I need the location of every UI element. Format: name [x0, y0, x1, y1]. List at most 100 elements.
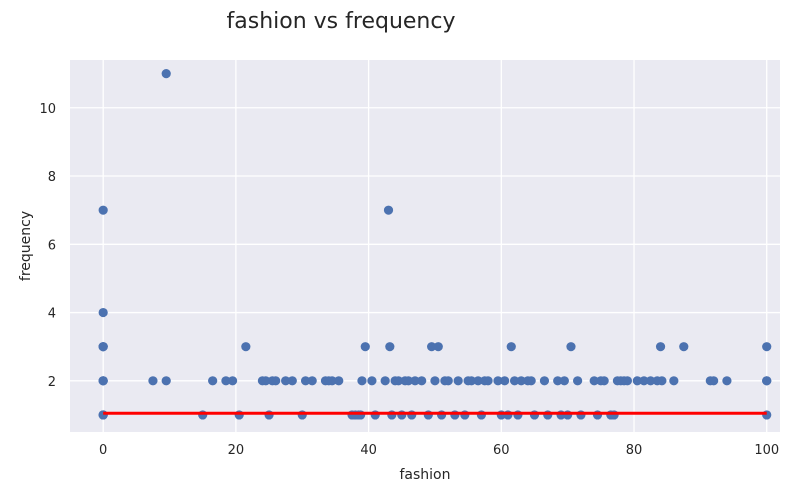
tick-labels: 0 20 40 60 80 100 2 4 6 8 10 — [39, 102, 779, 458]
x-axis-label: fashion — [399, 467, 450, 483]
data-point — [148, 376, 158, 386]
data-point — [241, 342, 251, 352]
data-point — [516, 376, 526, 386]
data-point — [539, 376, 550, 386]
data-point — [592, 410, 603, 420]
data-point — [423, 410, 433, 420]
data-point — [356, 410, 366, 420]
data-point — [385, 342, 395, 352]
data-point — [503, 410, 513, 420]
data-point — [762, 342, 772, 352]
data-point — [473, 376, 483, 386]
plot-area — [70, 60, 780, 432]
data-point — [271, 376, 281, 386]
data-point — [443, 376, 453, 386]
data-point — [609, 410, 619, 420]
data-point — [669, 376, 679, 386]
data-point — [383, 205, 394, 215]
data-point — [161, 376, 171, 386]
data-point — [287, 376, 297, 386]
data-point — [234, 410, 244, 420]
data-point — [334, 376, 344, 386]
data-point — [281, 376, 291, 386]
data-point — [198, 410, 208, 420]
data-point — [709, 376, 719, 386]
data-point — [208, 376, 218, 386]
data-point — [307, 376, 317, 386]
data-point — [450, 410, 460, 420]
x-tick-label: 80 — [626, 443, 643, 458]
data-point — [264, 410, 274, 420]
y-tick-label: 8 — [48, 170, 56, 185]
data-point — [367, 376, 377, 386]
data-point — [436, 410, 447, 420]
y-tick-label: 10 — [39, 102, 56, 117]
data-point — [98, 342, 108, 352]
data-point — [722, 376, 732, 386]
y-tick-label: 6 — [48, 238, 56, 253]
data-point — [98, 376, 108, 386]
data-point — [397, 410, 407, 420]
data-point — [161, 69, 171, 79]
data-point — [221, 376, 231, 386]
data-point — [476, 410, 487, 420]
data-point — [387, 410, 397, 420]
data-point — [410, 376, 420, 386]
data-point — [506, 342, 516, 352]
data-point — [357, 376, 367, 386]
data-point — [679, 342, 689, 352]
data-point — [98, 205, 108, 215]
data-point — [576, 410, 586, 420]
data-point — [526, 376, 536, 386]
data-point — [513, 410, 523, 420]
data-point — [453, 376, 463, 386]
data-points — [98, 69, 772, 420]
data-point — [566, 342, 576, 352]
data-point — [589, 376, 599, 386]
data-point — [639, 376, 649, 386]
data-point — [553, 376, 563, 386]
data-point — [300, 376, 311, 386]
data-point — [417, 376, 427, 386]
data-point — [433, 342, 443, 352]
x-tick-label: 40 — [360, 443, 377, 458]
data-point — [762, 410, 772, 420]
data-point — [762, 376, 772, 386]
data-point — [460, 410, 470, 420]
data-point — [407, 410, 417, 420]
y-axis-label: frequency — [18, 211, 34, 281]
x-tick-label: 100 — [754, 443, 779, 458]
data-point — [360, 342, 370, 352]
y-tick-label: 2 — [48, 375, 56, 390]
x-tick-label: 60 — [493, 443, 510, 458]
data-point — [403, 376, 414, 386]
chart-title: fashion vs frequency — [227, 9, 456, 34]
data-point — [227, 376, 238, 386]
data-point — [380, 376, 390, 386]
data-point — [559, 376, 569, 386]
data-point — [430, 376, 440, 386]
data-point — [370, 410, 380, 420]
data-point — [563, 410, 573, 420]
data-point — [466, 376, 477, 386]
x-tick-label: 0 — [99, 443, 107, 458]
data-point — [98, 410, 108, 420]
data-point — [327, 376, 337, 386]
data-point — [657, 376, 667, 386]
data-point — [427, 342, 437, 352]
data-point — [632, 376, 642, 386]
grid — [70, 60, 780, 432]
data-point — [573, 376, 583, 386]
data-point — [599, 376, 609, 386]
data-point — [509, 376, 520, 386]
data-point — [655, 342, 666, 352]
data-point — [98, 307, 108, 318]
data-point — [493, 376, 503, 386]
data-point — [261, 376, 271, 386]
data-point — [529, 410, 540, 420]
data-point — [393, 376, 404, 386]
data-point — [622, 376, 632, 386]
data-point — [483, 376, 493, 386]
y-tick-label: 4 — [48, 307, 56, 322]
